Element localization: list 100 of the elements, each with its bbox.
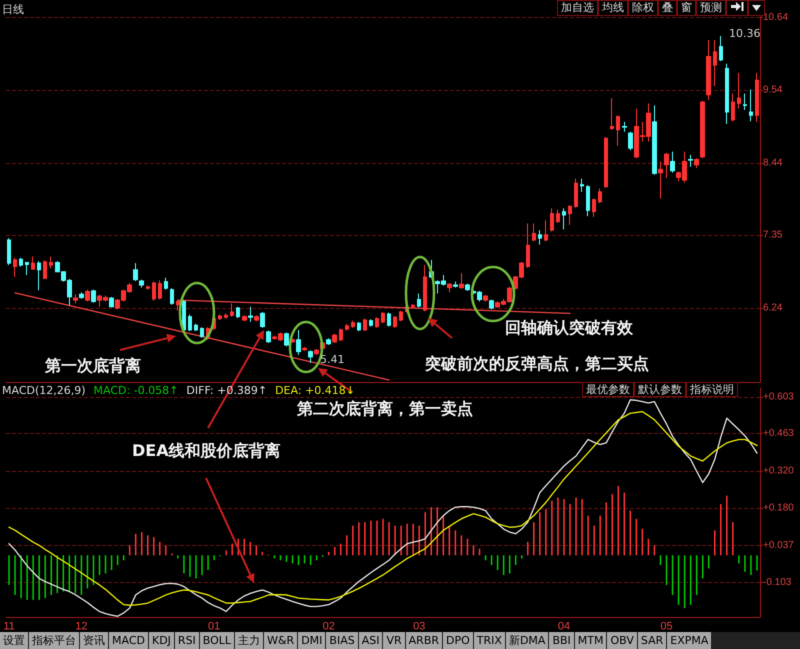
candlestick: [314, 348, 319, 356]
text: BBI: [549, 632, 574, 649]
chart-title: MACD(12,26,9): [2, 384, 86, 397]
candlestick: [694, 158, 699, 169]
candlestick: [85, 289, 90, 302]
text: 新DMA: [506, 632, 548, 649]
x-tick-label: 02: [322, 620, 335, 632]
annotation: 窗: [677, 0, 696, 16]
text: OBV: [607, 632, 637, 649]
candlestick: [369, 318, 373, 328]
candlestick: [158, 280, 162, 300]
candlestick: [574, 178, 578, 208]
candlestick: [706, 40, 711, 101]
text: 指标平台: [29, 632, 79, 649]
candlestick: [152, 281, 156, 302]
candlestick: [544, 220, 548, 242]
x-tick-label: 11: [3, 620, 15, 632]
candlestick: [79, 292, 84, 300]
candlestick: [139, 279, 144, 288]
candlestick: [194, 323, 198, 332]
text: 资讯: [80, 632, 108, 649]
candlestick: [260, 312, 265, 328]
candlestick: [550, 208, 554, 232]
candlestick: [459, 272, 464, 290]
candlestick: [91, 289, 96, 304]
annotation: 10.36: [729, 27, 760, 40]
candlestick: [43, 260, 47, 280]
candlestick: [339, 328, 343, 342]
annotation: 均线: [598, 0, 628, 16]
y-tick-label: 7.35: [763, 229, 783, 240]
annotation: 预测: [696, 0, 726, 16]
candlestick: [610, 98, 614, 130]
candlestick: [332, 333, 337, 344]
candlestick: [532, 223, 536, 242]
candlestick: [363, 318, 367, 332]
x-tick-label: 03: [413, 620, 426, 632]
candlestick: [164, 277, 168, 290]
y-tick-label: +0.320: [763, 466, 794, 477]
candlestick: [133, 262, 138, 282]
y-tick-label: +0.180: [763, 502, 794, 514]
candlestick: [37, 260, 41, 291]
candlestick: [7, 238, 11, 266]
candlestick: [49, 256, 53, 269]
annotation: 第一次底背离: [45, 356, 141, 377]
x-tick-label: 05: [660, 620, 673, 632]
candlestick: [266, 330, 271, 344]
text: 设置: [0, 632, 28, 649]
candlestick: [489, 298, 494, 310]
candlestick: [284, 332, 289, 347]
candlestick: [176, 300, 180, 312]
candlestick: [308, 350, 313, 364]
y-tick-label: 8.44: [763, 157, 783, 168]
candlestick: [302, 346, 307, 352]
text: TRIX: [474, 632, 505, 649]
candlestick: [188, 314, 192, 332]
candlestick: [664, 152, 669, 178]
text: ASI: [358, 632, 382, 649]
candlestick: [670, 151, 675, 174]
annotation: 指标说明: [686, 382, 738, 397]
candlestick: [170, 288, 174, 306]
annotation: 叠: [658, 0, 677, 16]
x-tick-label: 01: [208, 620, 220, 632]
candlestick: [109, 296, 114, 308]
candlestick: [743, 92, 747, 110]
candlestick: [447, 282, 452, 293]
candlestick: [526, 223, 530, 268]
y-tick-label: 6.24: [763, 302, 783, 314]
text: DEA: +0.418↓: [275, 384, 355, 397]
candlestick: [538, 230, 542, 246]
candlestick: [755, 72, 759, 122]
candlestick: [248, 306, 253, 322]
candlestick: [719, 36, 723, 62]
chart-title: 日线: [2, 3, 24, 16]
candlestick: [592, 198, 596, 218]
annotation: 最优参数: [582, 382, 634, 397]
candlestick: [713, 40, 717, 87]
y-tick-label: 10.64: [763, 12, 788, 24]
candlestick: [351, 320, 355, 328]
candlestick: [25, 261, 29, 276]
candlestick: [483, 294, 488, 302]
text: DPO: [443, 632, 473, 649]
candlestick: [688, 154, 693, 168]
candlestick: [737, 72, 741, 110]
text: DMI: [298, 632, 326, 649]
candlestick: [622, 121, 627, 132]
candlestick: [411, 304, 415, 309]
candlestick: [477, 290, 482, 302]
candlestick: [236, 306, 240, 318]
candlestick: [13, 257, 17, 278]
annotation: 加自选: [557, 0, 598, 16]
candlestick: [399, 310, 403, 322]
candlestick: [326, 338, 331, 346]
x-tick-label: 12: [75, 620, 88, 632]
annotation: 5.41: [320, 353, 344, 366]
text: VR: [383, 632, 405, 649]
text: RSI: [174, 632, 199, 649]
candlestick: [230, 302, 234, 318]
text: EXPMA: [667, 632, 712, 649]
candlestick: [556, 209, 560, 224]
annotation: 默认参数: [634, 382, 686, 397]
